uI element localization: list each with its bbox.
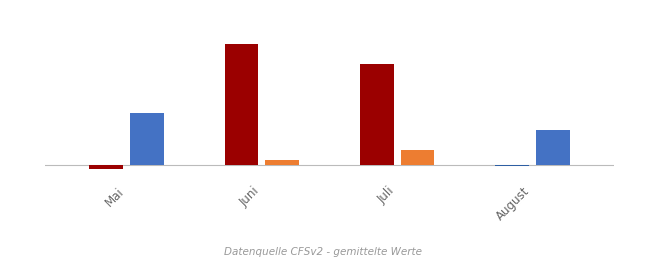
Bar xyxy=(225,44,258,165)
Bar xyxy=(536,130,570,165)
Text: Datenquelle CFSv2 - gemittelte Werte: Datenquelle CFSv2 - gemittelte Werte xyxy=(224,248,422,257)
Bar xyxy=(401,150,434,165)
Bar xyxy=(360,64,394,165)
Bar xyxy=(495,165,529,166)
Bar xyxy=(130,113,163,165)
Bar xyxy=(265,160,299,165)
Bar xyxy=(89,165,123,169)
